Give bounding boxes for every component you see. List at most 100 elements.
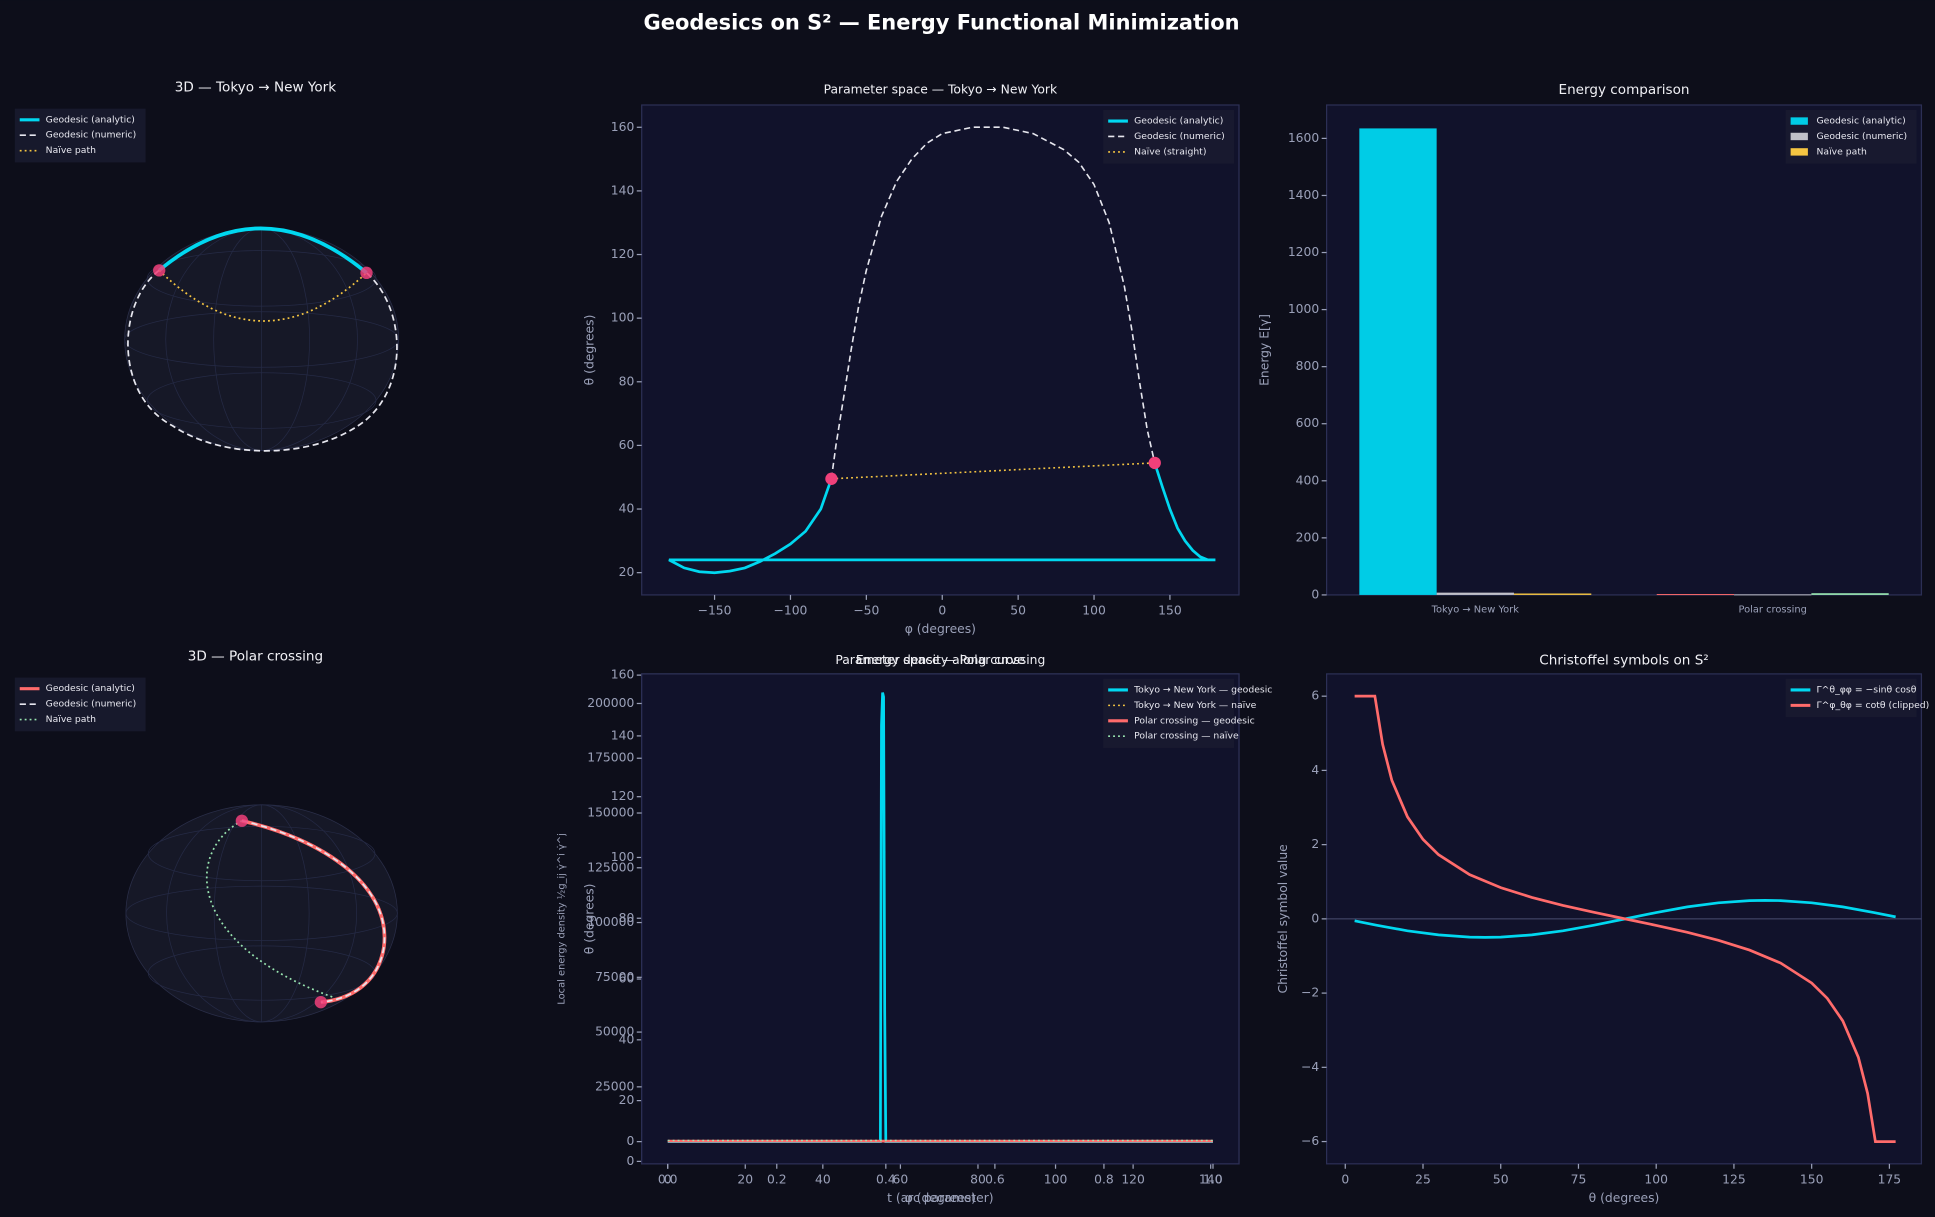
legend-label: Geodesic (numeric) (46, 130, 137, 141)
x-tick-label: 75 (1571, 1172, 1587, 1186)
y-tick-label: 1000 (1288, 302, 1320, 316)
y-tick-label: 0 (1311, 587, 1319, 601)
y-tick-label: 125000 (587, 860, 634, 874)
x-tick-label: 175 (1878, 1172, 1902, 1186)
legend-label: Polar crossing — geodesic (1134, 715, 1255, 726)
legend-label: Naïve (straight) (1134, 146, 1206, 157)
legend-label: Tokyo → New York — naïve (1133, 700, 1257, 711)
y-tick-label: 1200 (1288, 245, 1320, 259)
y-tick-label: 200000 (587, 696, 634, 710)
y-tick-label: 6 (1311, 689, 1319, 703)
legend-box (14, 677, 146, 732)
y-tick-label: 75000 (595, 970, 634, 984)
series-line (1354, 694, 1896, 1143)
y-tick-label: 200 (1296, 530, 1320, 544)
y-tick-label: 40 (619, 1032, 635, 1046)
panel-title: Energy comparison (1559, 82, 1690, 98)
y-tick-label: 150000 (587, 806, 634, 820)
x-tick-label: 0.8 (1094, 1172, 1114, 1186)
y-tick-label: −4 (1301, 1060, 1319, 1074)
y-tick-label: 2 (1311, 837, 1319, 851)
y-axis-label: θ (degrees) (582, 315, 596, 386)
y-tick-label: 140 (611, 183, 635, 197)
legend-label: Geodesic (analytic) (46, 683, 135, 694)
y-tick-label: 4 (1311, 763, 1319, 777)
legend-label: Naïve path (1817, 146, 1867, 157)
y-tick-label: 1400 (1288, 188, 1320, 202)
x-tick-label: 1.0 (1203, 1172, 1223, 1186)
y-tick-label: 40 (619, 502, 635, 516)
x-axis-label: φ (degrees) (905, 622, 976, 636)
sphere (124, 228, 399, 451)
legend-swatch (1790, 148, 1808, 156)
y-tick-label: 100 (611, 311, 635, 325)
y-tick-label: 600 (1296, 416, 1320, 430)
x-tick-label: 150 (1158, 603, 1182, 617)
y-tick-label: 140 (611, 728, 635, 742)
y-tick-label: 0 (626, 1154, 634, 1168)
legend-label: Naïve path (46, 145, 96, 156)
x-tick-label: 80 (970, 1172, 986, 1186)
bar (1811, 593, 1889, 595)
x-axis-label: φ (degrees) (905, 1191, 976, 1205)
legend-label: Geodesic (analytic) (1817, 116, 1906, 127)
x-tick-label: Tokyo → New York (1431, 605, 1520, 616)
figure-title: Geodesics on S² — Energy Functional Mini… (644, 11, 1240, 35)
x-tick-label: 0.0 (658, 1172, 678, 1186)
legend-box (14, 108, 146, 163)
y-tick-label: 800 (1296, 359, 1320, 373)
x-tick-label: −100 (774, 603, 808, 617)
legend-label: Geodesic (numeric) (46, 699, 137, 710)
sphere (125, 804, 398, 1023)
x-tick-label: 0 (1341, 1172, 1349, 1186)
y-tick-label: 20 (619, 565, 635, 579)
x-tick-label: 0 (938, 603, 946, 617)
x-tick-label: 25 (1415, 1172, 1431, 1186)
bar (1359, 128, 1437, 595)
y-tick-label: 120 (611, 789, 635, 803)
legend-label: Geodesic (numeric) (1134, 131, 1225, 142)
y-tick-label: 160 (611, 668, 635, 682)
x-tick-label: 0 (664, 1172, 672, 1186)
legend-label: Geodesic (analytic) (1134, 116, 1223, 127)
x-axis-label: t (arc parameter) (887, 1191, 994, 1205)
panel-title: Christoffel symbols on S² (1539, 652, 1708, 668)
x-tick-label: 100 (1044, 1172, 1068, 1186)
y-axis-label: Energy E[γ] (1257, 314, 1271, 386)
x-tick-label: 0.2 (767, 1172, 787, 1186)
y-tick-label: 120 (611, 247, 635, 261)
x-axis-label: θ (degrees) (1589, 1191, 1660, 1205)
y-tick-label: 160 (611, 120, 635, 134)
y-axis-label: Christoffel symbol value (1276, 844, 1290, 993)
y-tick-label: −2 (1301, 986, 1319, 1000)
endpoint (235, 814, 249, 827)
y-tick-label: 175000 (587, 751, 634, 765)
legend-box (1103, 109, 1235, 164)
x-tick-label: 0.4 (876, 1172, 896, 1186)
x-tick-label: 140 (1199, 1172, 1223, 1186)
endpoint-marker (825, 472, 838, 485)
legend-swatch (1790, 117, 1808, 125)
panel-title: 3D — Polar crossing (188, 649, 323, 665)
y-tick-label: 80 (619, 911, 635, 925)
legend-box (1785, 678, 1917, 718)
y-tick-label: 20 (619, 1093, 635, 1107)
x-tick-label: 150 (1800, 1172, 1824, 1186)
x-tick-label: 100 (1082, 603, 1106, 617)
y-axis-label: θ (degrees) (582, 884, 596, 955)
y-tick-label: 80 (619, 374, 635, 388)
x-tick-label: 50 (1010, 603, 1026, 617)
endpoint-marker (1148, 456, 1161, 470)
curve (158, 226, 368, 275)
legend-label: Tokyo → New York — geodesic (1133, 684, 1272, 695)
x-tick-label: Polar crossing (1739, 605, 1807, 616)
bar (1656, 594, 1735, 596)
panel-title: 3D — Tokyo → New York (175, 80, 336, 96)
legend-label: Γ^φ_θφ = cotθ (clipped) (1817, 700, 1930, 711)
y-tick-label: 50000 (595, 1025, 634, 1039)
x-tick-label: 40 (815, 1172, 831, 1186)
y-tick-label: 100 (611, 850, 635, 864)
y-tick-label: −6 (1301, 1134, 1319, 1148)
bar (1436, 592, 1514, 595)
x-tick-label: 20 (737, 1172, 753, 1186)
